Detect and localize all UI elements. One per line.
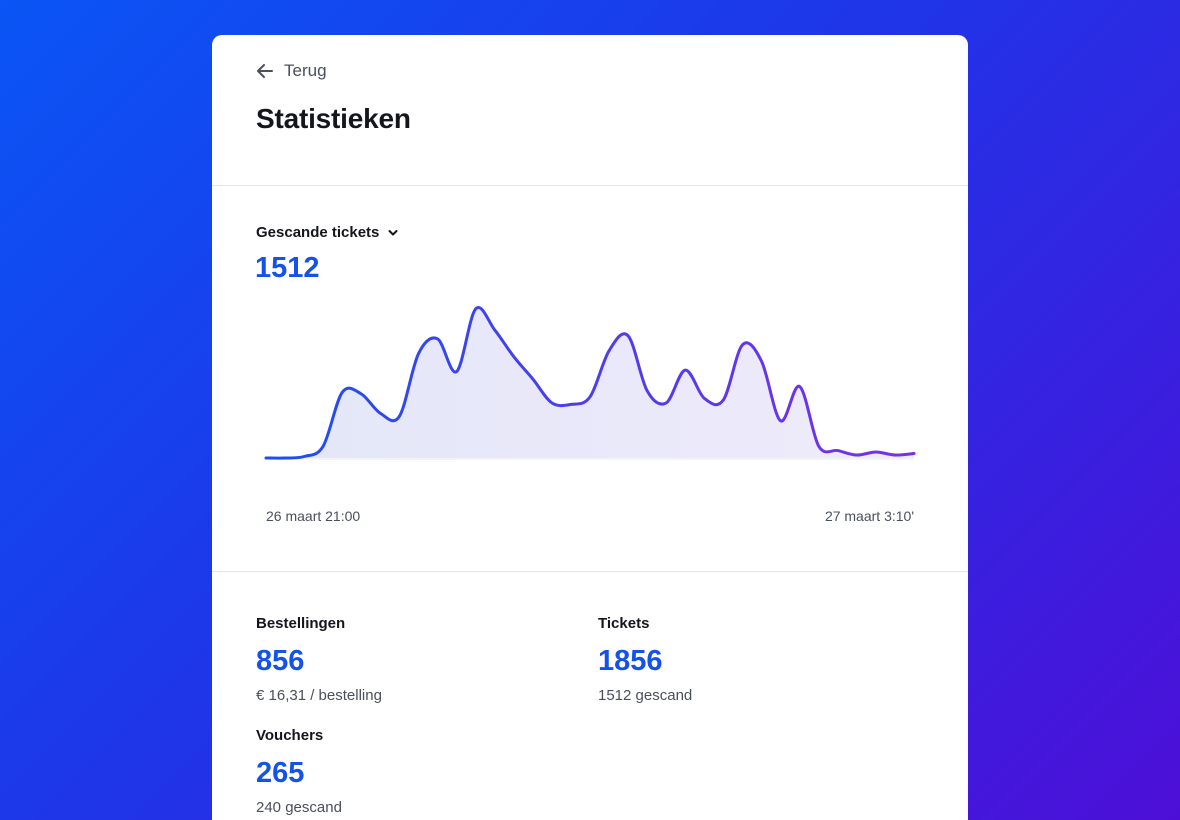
x-axis-end-label: 27 maart 3:10' <box>824 508 914 524</box>
page-header: Terug Statistieken <box>212 35 968 186</box>
x-axis-start-label: 26 maart 21:00 <box>266 508 361 524</box>
stat-tickets: Tickets 1856 1512 gescand <box>598 615 692 704</box>
stats-grid: Bestellingen 856 € 16,31 / bestelling Ti… <box>212 572 968 820</box>
stat-orders: Bestellingen 856 € 16,31 / bestelling <box>256 615 382 704</box>
stat-orders-sub: € 16,31 / bestelling <box>256 687 382 704</box>
stat-tickets-value: 1856 <box>598 645 663 677</box>
back-label: Terug <box>284 61 327 80</box>
page-title: Statistieken <box>256 103 411 134</box>
back-button[interactable]: Terug <box>256 61 327 81</box>
stat-orders-value: 856 <box>256 645 305 677</box>
scanned-tickets-chart <box>264 306 916 460</box>
metric-label: Gescande tickets <box>256 224 380 241</box>
stat-orders-label: Bestellingen <box>256 615 346 632</box>
stat-tickets-sub: 1512 gescand <box>598 687 693 704</box>
chevron-down-icon <box>388 229 398 235</box>
chart-area-fill <box>266 307 914 459</box>
statistics-card: Terug Statistieken Gescande tickets 1512 <box>212 35 968 820</box>
stat-vouchers-value: 265 <box>256 757 305 789</box>
stat-vouchers: Vouchers 265 240 gescand <box>256 727 342 816</box>
metric-total: 1512 <box>255 252 320 284</box>
chart-section: Gescande tickets 1512 26 maart 21:00 <box>212 186 968 572</box>
metric-dropdown[interactable]: Gescande tickets <box>256 224 398 241</box>
chart-series-line <box>264 306 916 460</box>
stat-tickets-label: Tickets <box>598 615 650 632</box>
stat-vouchers-label: Vouchers <box>256 727 324 744</box>
arrow-left-icon <box>257 64 273 78</box>
stat-vouchers-sub: 240 gescand <box>256 799 342 816</box>
